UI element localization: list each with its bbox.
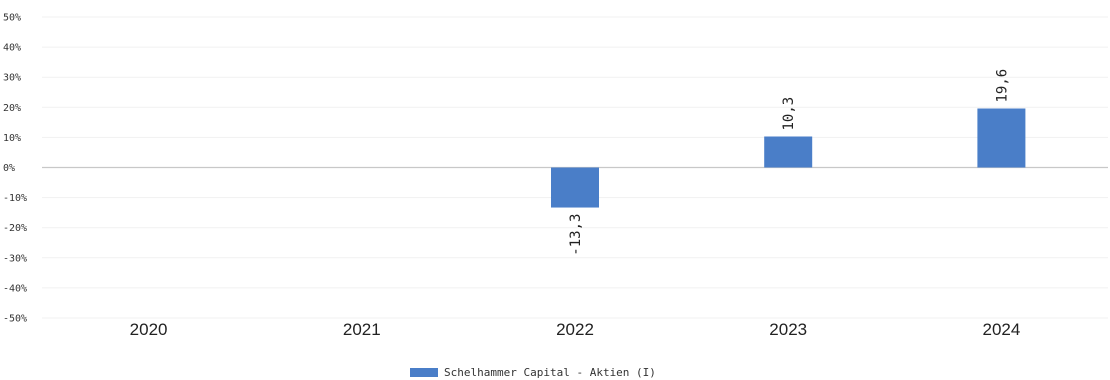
y-axis: 50% 40% 30% 20% 10% 0% -10% -20% -30% -40% -50% <box>3 13 27 325</box>
bar <box>764 136 813 168</box>
y-tick-label: -50% <box>3 314 27 325</box>
data-label: 19,6 <box>994 69 1010 103</box>
bars <box>551 108 1026 208</box>
y-tick-label: 50% <box>3 13 21 24</box>
y-tick-label: 30% <box>3 73 21 84</box>
y-tick-label: -30% <box>3 253 27 264</box>
bar <box>977 108 1026 168</box>
x-tick-label: 2024 <box>982 320 1020 339</box>
x-tick-label: 2020 <box>130 320 168 339</box>
y-tick-label: 20% <box>3 103 21 114</box>
data-labels: -13,3 10,3 19,6 <box>568 69 1010 256</box>
y-tick-label: 10% <box>3 133 21 144</box>
y-tick-label: 40% <box>3 43 21 54</box>
x-tick-label: 2021 <box>343 320 381 339</box>
x-axis: 2020 2021 2022 2023 2024 <box>130 320 1021 339</box>
legend-label: Schelhammer Capital - Aktien (I) <box>444 366 656 379</box>
data-label: 10,3 <box>781 97 797 131</box>
y-tick-label: -40% <box>3 283 27 294</box>
legend: Schelhammer Capital - Aktien (I) <box>410 366 656 379</box>
x-tick-label: 2022 <box>556 320 594 339</box>
legend-swatch <box>410 368 438 377</box>
x-tick-label: 2023 <box>769 320 807 339</box>
bar <box>551 167 599 208</box>
y-tick-label: -10% <box>3 193 27 204</box>
y-tick-label: -20% <box>3 223 27 234</box>
y-tick-label: 0% <box>3 163 15 174</box>
data-label: -13,3 <box>568 214 584 256</box>
